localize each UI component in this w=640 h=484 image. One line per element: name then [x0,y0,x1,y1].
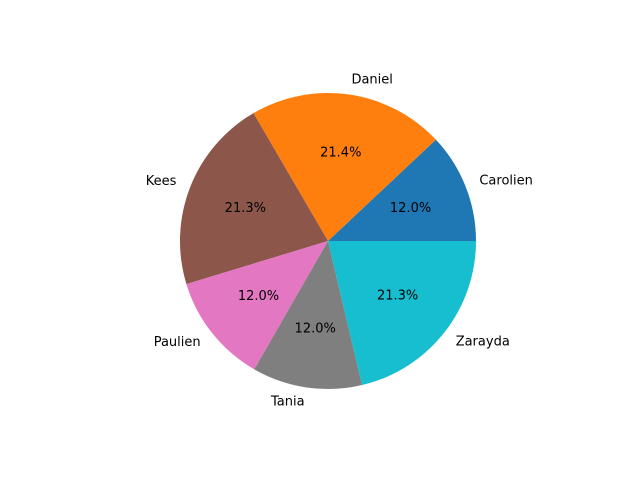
slice-label-carolien: Carolien [479,174,533,189]
slice-percent-zarayda: 21.3% [377,289,418,304]
pie-slice-paulien [186,241,328,370]
slice-label-tania: Tania [270,395,305,410]
pie-slice-tania [254,241,363,389]
slice-label-daniel: Daniel [351,72,392,87]
pie-slice-zarayda [328,241,476,386]
pie-slice-carolien [328,139,476,241]
pie-slice-daniel [253,92,436,241]
slice-percent-tania: 12.0% [295,321,336,336]
slice-label-paulien: Paulien [154,335,201,350]
slice-label-zarayda: Zarayda [456,334,510,349]
slice-percent-daniel: 21.4% [320,146,361,161]
slice-labels: Carolien Daniel Kees Paulien Tania Zarayda [146,72,533,409]
pie-slices [179,92,476,389]
slice-percent-kees: 21.3% [225,201,266,216]
slice-percent-paulien: 12.0% [238,289,279,304]
slice-percent-labels: 12.0% 21.4% 21.3% 12.0% 12.0% 21.3% [225,146,432,337]
slice-percent-carolien: 12.0% [390,201,431,216]
pie-slice-kees [179,113,328,285]
slice-label-kees: Kees [146,174,177,189]
